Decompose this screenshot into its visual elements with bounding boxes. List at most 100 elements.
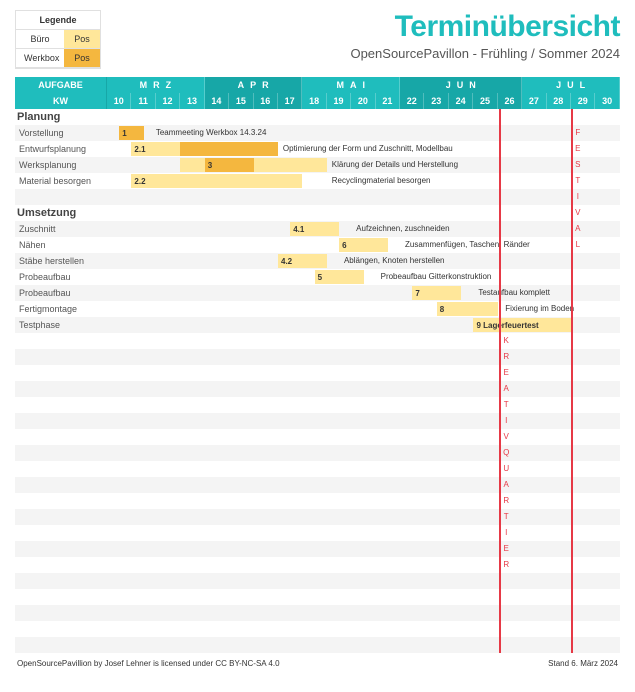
bar-caption: Zusammenfügen, Taschen, Ränder <box>405 240 530 249</box>
kw-header: 10 <box>107 93 131 109</box>
bar-caption: Ablängen, Knoten herstellen <box>344 256 445 265</box>
chart-row <box>15 413 620 429</box>
header-months: AUFGABE MRZAPRMAIJUNJUL <box>15 77 620 93</box>
task-label: Probeaufbau <box>15 285 107 301</box>
chart-row <box>15 525 620 541</box>
chart-row: Stäbe herstellen4.2Ablängen, Knoten hers… <box>15 253 620 269</box>
task-label <box>15 573 107 589</box>
row-track: 2.2Recyclingmaterial besorgen <box>107 173 620 189</box>
task-label <box>15 349 107 365</box>
kw-header: 28 <box>547 93 571 109</box>
chart-row: Probeaufbau5Probeaufbau Gitterkonstrukti… <box>15 269 620 285</box>
kw-header: 23 <box>424 93 448 109</box>
chart-row <box>15 333 620 349</box>
kw-header: 20 <box>351 93 375 109</box>
row-track: 2.1Optimierung der Form und Zuschnitt, M… <box>107 141 620 157</box>
month-header: APR <box>205 77 303 93</box>
task-label <box>15 429 107 445</box>
row-track <box>107 397 620 413</box>
task-label: Werksplanung <box>15 157 107 173</box>
task-label: Probeaufbau <box>15 269 107 285</box>
row-track: 5Probeaufbau Gitterkonstruktion <box>107 269 620 285</box>
chart-row: Werksplanung3Klärung der Details und Her… <box>15 157 620 173</box>
footer-license: OpenSourcePavillion by Josef Lehner is l… <box>17 659 280 668</box>
legend-swatch: Pos <box>64 30 100 49</box>
kw-header: 21 <box>376 93 400 109</box>
chart-row <box>15 589 620 605</box>
chart-row <box>15 381 620 397</box>
gantt-bar: 5 <box>315 270 364 284</box>
chart-row: Umsetzung <box>15 205 620 221</box>
task-label <box>15 365 107 381</box>
row-track <box>107 413 620 429</box>
month-header: JUL <box>522 77 620 93</box>
task-label <box>15 525 107 541</box>
task-label <box>15 509 107 525</box>
chart-row <box>15 637 620 653</box>
gantt-bar: 1 <box>119 126 143 140</box>
kw-header: 29 <box>571 93 595 109</box>
footer: OpenSourcePavillion by Josef Lehner is l… <box>15 659 620 668</box>
kw-header: 14 <box>205 93 229 109</box>
gantt-bar: 9 Lagerfeuertest <box>473 318 571 332</box>
page-subtitle: OpenSourcePavillon - Frühling / Sommer 2… <box>350 46 620 61</box>
legend: Legende BüroPosWerkboxPos <box>15 10 101 69</box>
task-label <box>15 541 107 557</box>
task-label <box>15 477 107 493</box>
row-track: 4.2Ablängen, Knoten herstellen <box>107 253 620 269</box>
top-area: Legende BüroPosWerkboxPos Terminübersich… <box>15 10 620 69</box>
gantt-chart: AUFGABE MRZAPRMAIJUNJUL KW 1011121314151… <box>15 77 620 653</box>
kw-header: 30 <box>595 93 619 109</box>
row-track <box>107 365 620 381</box>
chart-row: Zuschnitt4.1Aufzeichnen, zuschneiden <box>15 221 620 237</box>
row-track <box>107 621 620 637</box>
row-track <box>107 109 620 125</box>
task-label <box>15 397 107 413</box>
task-label <box>15 333 107 349</box>
chart-row <box>15 493 620 509</box>
kw-header: 22 <box>400 93 424 109</box>
chart-row <box>15 477 620 493</box>
bar-caption: Teammeeting Werkbox 14.3.24 <box>156 128 267 137</box>
gantt-bar: 7 <box>412 286 461 300</box>
legend-label: Werkbox <box>16 49 64 68</box>
task-label: Fertigmontage <box>15 301 107 317</box>
row-track <box>107 349 620 365</box>
kw-header: 17 <box>278 93 302 109</box>
row-track <box>107 557 620 573</box>
row-track: 8Fixierung im Boden <box>107 301 620 317</box>
chart-row: Fertigmontage8Fixierung im Boden <box>15 301 620 317</box>
task-label <box>15 637 107 653</box>
chart-row <box>15 397 620 413</box>
task-label <box>15 381 107 397</box>
kw-header: 16 <box>254 93 278 109</box>
section-label: Umsetzung <box>15 205 107 221</box>
gantt-bar: 2.2 <box>131 174 302 188</box>
gantt-bar <box>180 142 278 156</box>
task-label: Stäbe herstellen <box>15 253 107 269</box>
header-kw-row: KW 1011121314151617181920212223242526272… <box>15 93 620 109</box>
chart-row: Probeaufbau 7 Testaufbau komplett <box>15 285 620 301</box>
task-label <box>15 605 107 621</box>
row-track <box>107 461 620 477</box>
footer-date: Stand 6. März 2024 <box>548 659 618 668</box>
chart-row <box>15 541 620 557</box>
row-track <box>107 525 620 541</box>
chart-row <box>15 365 620 381</box>
task-label <box>15 461 107 477</box>
task-label <box>15 413 107 429</box>
chart-row <box>15 445 620 461</box>
event-marker-label: KREATIVQUARTIER <box>503 333 515 573</box>
chart-row: Planung <box>15 109 620 125</box>
month-header: MRZ <box>107 77 205 93</box>
bar-caption: Testaufbau komplett <box>478 288 550 297</box>
kw-header: 13 <box>180 93 204 109</box>
month-header: JUN <box>400 77 522 93</box>
chart-row <box>15 573 620 589</box>
kw-header: 19 <box>327 93 351 109</box>
row-track <box>107 445 620 461</box>
legend-swatch: Pos <box>64 49 100 68</box>
task-label <box>15 189 107 205</box>
kw-header: 18 <box>302 93 326 109</box>
chart-row <box>15 605 620 621</box>
